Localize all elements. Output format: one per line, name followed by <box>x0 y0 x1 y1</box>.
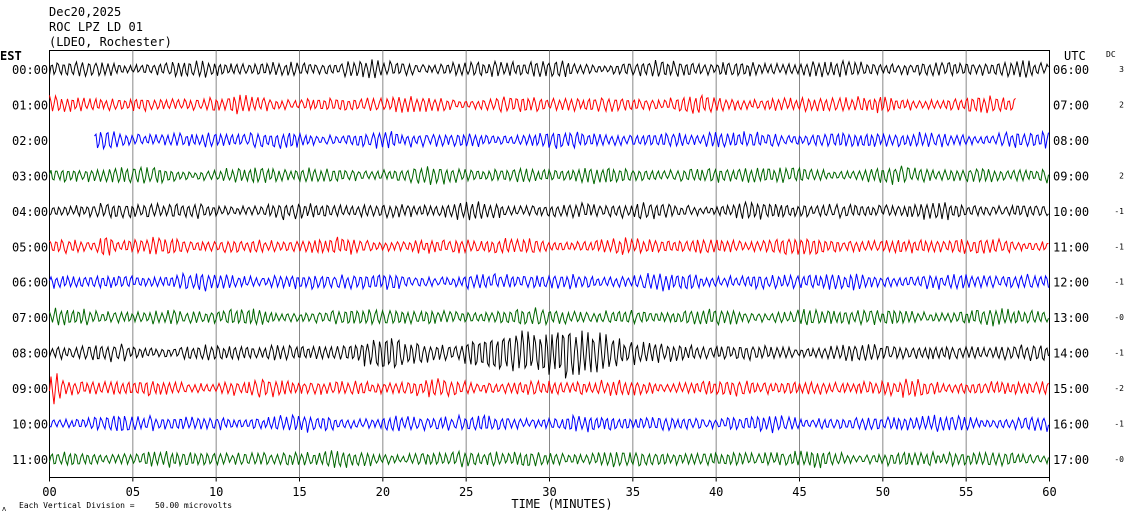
x-tick-label: 25 <box>459 485 473 499</box>
utc-time-label: 13:00 <box>1053 311 1089 325</box>
network-label: (LDEO, Rochester) <box>49 35 172 49</box>
utc-time-label: 15:00 <box>1053 382 1089 396</box>
seismic-trace <box>49 165 1049 185</box>
seismic-trace <box>94 129 1049 151</box>
x-tick-label: 30 <box>542 485 556 499</box>
dc-offset-label: -1 <box>1114 349 1124 358</box>
x-tick-label: 35 <box>626 485 640 499</box>
utc-time-label: 10:00 <box>1053 205 1089 219</box>
est-time-label: 01:00 <box>12 98 48 112</box>
x-axis-title: TIME (MINUTES) <box>511 497 612 511</box>
dc-offset-label: -0 <box>1114 455 1124 464</box>
x-tick-label: 05 <box>126 485 140 499</box>
seismic-trace <box>49 413 1049 434</box>
dc-offset-label: 2 <box>1119 100 1124 109</box>
est-time-label: 06:00 <box>12 276 48 290</box>
seismic-trace <box>49 330 1049 379</box>
dc-offset-label: -1 <box>1114 420 1124 429</box>
x-axis: 00 05 10 15 20 25 30 35 40 45 50 55 60 <box>42 477 1057 499</box>
station-label: ROC LPZ LD 01 <box>49 20 143 34</box>
utc-time-label: 14:00 <box>1053 347 1089 361</box>
dc-offset-label: -1 <box>1114 278 1124 287</box>
dc-offset-label: -1 <box>1114 242 1124 251</box>
row-labels: 00:00 06:00 3 01:00 07:00 2 02:00 08:00 03:00 09:… <box>12 63 1124 467</box>
dc-header: DC <box>1106 50 1116 59</box>
est-time-label: 03:00 <box>12 169 48 183</box>
date-label: Dec20,2025 <box>49 5 121 19</box>
dc-offset-label: 2 <box>1119 171 1124 180</box>
utc-time-label: 08:00 <box>1053 134 1089 148</box>
seismic-trace <box>49 93 1016 115</box>
footer-prefix: Each Vertical Division = <box>19 501 135 510</box>
grid-lines <box>132 50 967 478</box>
seismic-trace <box>49 307 1049 327</box>
seismic-trace <box>49 236 1049 256</box>
utc-time-label: 17:00 <box>1053 453 1089 467</box>
dc-offset-label: -0 <box>1114 313 1124 322</box>
seismic-trace <box>49 200 1049 221</box>
seismic-trace <box>49 373 1049 405</box>
x-tick-label: 10 <box>209 485 223 499</box>
dc-offset-label: 3 <box>1119 65 1124 74</box>
x-tick-label: 00 <box>42 485 56 499</box>
utc-time-label: 11:00 <box>1053 240 1089 254</box>
x-tick-label: 15 <box>292 485 306 499</box>
traces <box>49 59 1049 469</box>
dc-offset-label: -2 <box>1114 384 1124 393</box>
dc-offset-label: -1 <box>1114 207 1124 216</box>
est-time-label: 05:00 <box>12 240 48 254</box>
utc-header: UTC <box>1064 49 1086 63</box>
x-tick-label: 50 <box>876 485 890 499</box>
seismic-trace <box>49 271 1049 292</box>
logo-icon: ᴧ <box>2 505 6 513</box>
utc-time-label: 09:00 <box>1053 169 1089 183</box>
est-time-label: 08:00 <box>12 347 48 361</box>
utc-time-label: 16:00 <box>1053 418 1089 432</box>
est-time-label: 10:00 <box>12 418 48 432</box>
x-tick-label: 45 <box>792 485 806 499</box>
seismic-trace <box>49 59 1049 79</box>
utc-time-label: 12:00 <box>1053 276 1089 290</box>
est-time-label: 09:00 <box>12 382 48 396</box>
x-tick-label: 55 <box>959 485 973 499</box>
est-time-label: 11:00 <box>12 453 48 467</box>
est-time-label: 07:00 <box>12 311 48 325</box>
utc-time-label: 06:00 <box>1053 63 1089 77</box>
footer-value: 50.00 microvolts <box>155 501 232 510</box>
est-time-label: 04:00 <box>12 205 48 219</box>
est-header: EST <box>0 49 22 63</box>
est-time-label: 00:00 <box>12 63 48 77</box>
utc-time-label: 07:00 <box>1053 98 1089 112</box>
est-time-label: 02:00 <box>12 134 48 148</box>
x-tick-label: 20 <box>376 485 390 499</box>
x-tick-label: 40 <box>709 485 723 499</box>
seismic-trace <box>49 449 1049 469</box>
x-tick-label: 60 <box>1042 485 1056 499</box>
